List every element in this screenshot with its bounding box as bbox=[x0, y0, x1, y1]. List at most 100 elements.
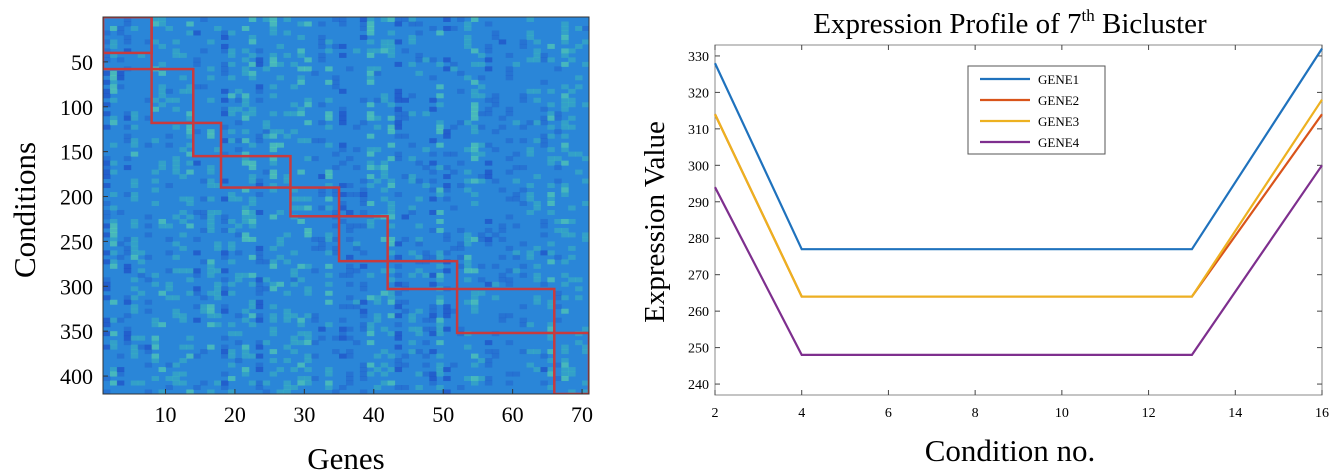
heatmap-cell bbox=[470, 79, 479, 85]
heatmap-cell bbox=[352, 165, 361, 171]
heatmap-cell bbox=[443, 196, 451, 202]
heatmap-cell bbox=[255, 183, 264, 189]
x-tick-label: 10 bbox=[154, 402, 176, 427]
heatmap-cell bbox=[491, 129, 500, 135]
heatmap-cell bbox=[297, 263, 305, 269]
heatmap-cell bbox=[339, 183, 347, 189]
heatmap-cell bbox=[429, 160, 437, 166]
bicluster-box bbox=[103, 17, 153, 71]
heatmap-cell bbox=[221, 124, 229, 130]
heatmap-cell bbox=[283, 30, 291, 36]
heatmap-cell bbox=[568, 277, 576, 283]
heatmap-cell bbox=[547, 259, 555, 265]
heatmap-cell bbox=[464, 241, 472, 247]
heatmap-cell bbox=[339, 88, 347, 94]
heatmap-cell bbox=[130, 192, 139, 198]
heatmap-cell bbox=[158, 93, 166, 99]
heatmap-cell bbox=[387, 268, 396, 274]
heatmap-cell bbox=[200, 17, 208, 22]
heatmap-cell bbox=[325, 97, 333, 103]
heatmap-cell bbox=[248, 214, 257, 220]
heatmap-cell bbox=[234, 250, 243, 256]
heatmap-cell bbox=[408, 61, 416, 67]
heatmap-cell bbox=[394, 322, 403, 328]
heatmap-cell bbox=[207, 268, 215, 274]
heatmap-cell bbox=[387, 52, 396, 58]
heatmap-cell bbox=[255, 133, 264, 139]
heatmap-cell bbox=[304, 57, 312, 63]
heatmap-cell bbox=[519, 349, 528, 355]
heatmap-cell bbox=[352, 241, 361, 247]
heatmap-cell bbox=[380, 371, 389, 377]
heatmap-cell bbox=[241, 48, 250, 54]
heatmap-cell bbox=[498, 115, 507, 121]
heatmap-cell bbox=[248, 70, 257, 76]
heatmap-cell bbox=[123, 156, 132, 162]
heatmap-cell bbox=[547, 160, 555, 166]
heatmap-cell bbox=[290, 196, 298, 202]
heatmap-cell bbox=[464, 75, 472, 81]
heatmap-cell bbox=[422, 165, 430, 171]
heatmap-cell bbox=[443, 66, 451, 72]
heatmap-cell bbox=[297, 48, 305, 54]
heatmap-cell bbox=[547, 304, 555, 310]
heatmap-cell bbox=[582, 326, 589, 332]
heatmap-cell bbox=[477, 93, 486, 99]
heatmap-cell bbox=[415, 371, 423, 377]
heatmap-cell bbox=[103, 286, 111, 292]
y-tick-label: 240 bbox=[688, 378, 709, 393]
heatmap-y-label: Conditions bbox=[7, 142, 42, 278]
heatmap-cell bbox=[436, 124, 444, 130]
heatmap-cell bbox=[311, 268, 319, 274]
heatmap-cell bbox=[373, 97, 382, 103]
heatmap-cell bbox=[172, 214, 180, 220]
heatmap-cell bbox=[144, 277, 153, 283]
heatmap-cell bbox=[401, 115, 409, 121]
heatmap-cell bbox=[373, 295, 382, 301]
heatmap-cell bbox=[248, 254, 257, 260]
heatmap-cell bbox=[457, 70, 465, 76]
heatmap-cell bbox=[290, 340, 298, 346]
heatmap-cell bbox=[103, 250, 111, 256]
bicluster-box bbox=[150, 67, 195, 125]
heatmap-cell bbox=[255, 380, 264, 386]
heatmap-cell bbox=[561, 120, 569, 126]
heatmap-cell bbox=[505, 70, 514, 76]
heatmap-cell bbox=[130, 304, 139, 310]
heatmap-cell bbox=[554, 376, 562, 382]
x-tick-label: 10 bbox=[1055, 406, 1069, 421]
heatmap-cell bbox=[179, 313, 187, 319]
heatmap-cell bbox=[568, 254, 576, 260]
heatmap-cell bbox=[436, 84, 444, 90]
heatmap-cell bbox=[325, 48, 333, 54]
heatmap-cell bbox=[498, 124, 507, 130]
heatmap-cell bbox=[401, 236, 409, 242]
heatmap-cell bbox=[193, 268, 201, 274]
y-tick-label: 330 bbox=[688, 50, 709, 65]
y-tick-label: 150 bbox=[60, 140, 93, 165]
heatmap-cell bbox=[505, 281, 514, 287]
heatmap-cell bbox=[123, 245, 132, 251]
heatmap-cell bbox=[179, 344, 187, 350]
heatmap-cell bbox=[415, 57, 423, 63]
heatmap-cell bbox=[241, 97, 250, 103]
heatmap-cell bbox=[290, 313, 298, 319]
heatmap-cell bbox=[394, 39, 403, 45]
heatmap-cell bbox=[123, 48, 132, 54]
heatmap-cell bbox=[436, 129, 444, 135]
heatmap-cell bbox=[575, 25, 583, 31]
heatmap-cell bbox=[352, 340, 361, 346]
heatmap-cell bbox=[221, 88, 229, 94]
heatmap-cell bbox=[241, 308, 250, 314]
heatmap-cell bbox=[165, 385, 173, 391]
y-tick-label: 100 bbox=[60, 95, 93, 120]
heatmap-cell bbox=[547, 88, 555, 94]
heatmap-cell bbox=[227, 349, 236, 355]
bicluster-box bbox=[455, 287, 556, 335]
heatmap-cell bbox=[123, 268, 132, 274]
heatmap-cell bbox=[318, 39, 326, 45]
heatmap-cell bbox=[248, 281, 257, 287]
heatmap-cell bbox=[352, 304, 361, 310]
heatmap-cell bbox=[158, 88, 166, 94]
heatmap-cell bbox=[470, 115, 479, 121]
